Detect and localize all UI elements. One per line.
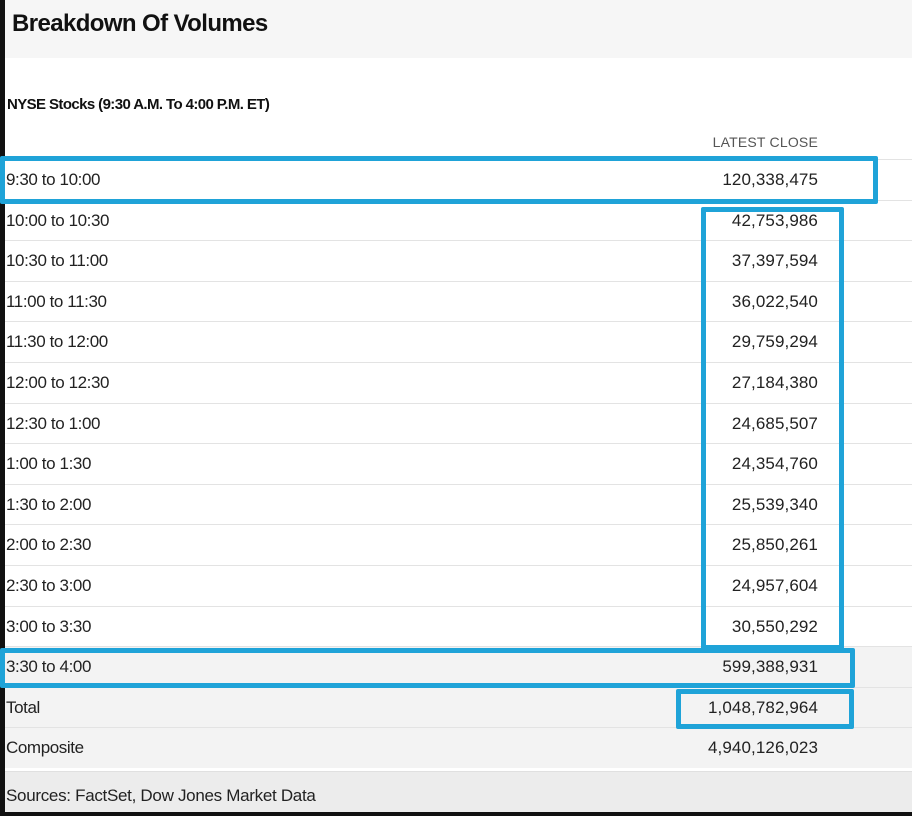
table-subtitle: NYSE Stocks (9:30 A.M. To 4:00 P.M. ET): [7, 96, 270, 113]
row-value: 24,957,604: [731, 575, 818, 595]
row-value: 25,539,340: [731, 494, 818, 514]
table-row: 2:00 to 2:30 25,850,261: [5, 524, 912, 565]
table-row: 1:00 to 1:30 24,354,760: [5, 443, 912, 484]
highlight-box-last-period: [0, 648, 855, 688]
row-value: 37,397,594: [731, 251, 818, 271]
row-label: Composite: [6, 738, 84, 758]
row-label: 9:30 to 10:00: [6, 170, 101, 189]
row-value: 599,388,931: [722, 657, 818, 677]
row-value: 24,685,507: [731, 413, 818, 433]
table-row-composite: Composite 4,940,126,023: [5, 727, 912, 768]
row-value: 120,338,475: [722, 170, 818, 189]
row-value: 4,940,126,023: [707, 738, 818, 758]
row-value: 27,184,380: [731, 372, 818, 392]
row-label: 3:30 to 4:00: [6, 657, 91, 677]
row-label: 12:30 to 1:00: [6, 413, 101, 433]
sources-text: Sources: FactSet, Dow Jones Market Data: [6, 786, 316, 805]
row-value: 25,850,261: [731, 535, 818, 555]
row-value: 29,759,294: [731, 332, 818, 352]
table-row: 12:30 to 1:00 24,685,507: [5, 402, 912, 444]
row-value: 24,354,760: [731, 454, 818, 474]
table-row: 1:30 to 2:00 25,539,340: [5, 483, 912, 525]
row-label: 10:30 to 11:00: [6, 251, 108, 271]
row-label: 12:00 to 12:30: [6, 372, 110, 392]
row-label: 11:30 to 12:00: [6, 332, 108, 352]
highlight-box-midday-values: [701, 207, 844, 650]
bottom-edge-bar: [0, 812, 912, 816]
row-label: 3:00 to 3:30: [6, 616, 91, 636]
row-value: 36,022,540: [731, 291, 818, 311]
sources-footer: Sources: FactSet, Dow Jones Market Data: [5, 771, 912, 813]
row-label: 2:30 to 3:00: [6, 575, 91, 595]
row-label: 1:00 to 1:30: [6, 454, 91, 474]
highlight-box-first-period: [0, 156, 878, 204]
row-label: 1:30 to 2:00: [6, 494, 91, 514]
highlight-box-total-value: [676, 689, 854, 729]
table-row: 2:30 to 3:00 24,957,604: [5, 564, 912, 606]
row-label: 11:00 to 11:30: [6, 291, 107, 311]
row-value: 30,550,292: [731, 616, 818, 636]
table-row: 12:00 to 12:30 27,184,380: [5, 361, 912, 403]
row-value: 42,753,986: [731, 210, 818, 230]
row-label: Total: [6, 697, 40, 717]
table-row: 10:30 to 11:00 37,397,594: [5, 240, 912, 281]
table-row: 11:00 to 11:30 36,022,540: [5, 280, 912, 322]
row-value: 1,048,782,964: [707, 697, 818, 717]
page-title: Breakdown Of Volumes: [12, 10, 268, 37]
header-band: [5, 0, 912, 58]
table-row: 3:00 to 3:30 30,550,292: [5, 605, 912, 647]
column-header-latest-close: LATEST CLOSE: [712, 134, 818, 150]
left-edge-bar: [0, 0, 5, 816]
table-row: 11:30 to 12:00 29,759,294: [5, 321, 912, 362]
row-label: 10:00 to 10:30: [6, 210, 110, 230]
row-label: 2:00 to 2:30: [6, 535, 91, 555]
